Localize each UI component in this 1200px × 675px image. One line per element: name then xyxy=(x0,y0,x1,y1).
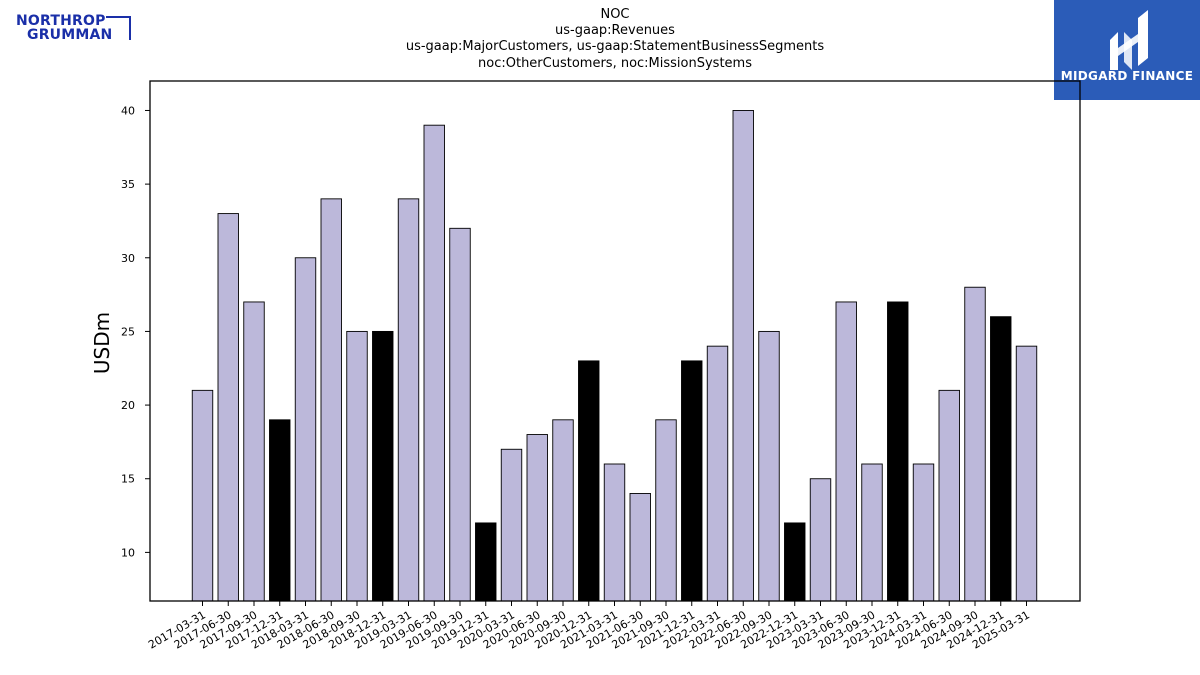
x-axis: 2017-03-312017-06-302017-09-302017-12-31… xyxy=(146,601,1032,652)
bar-2020-09-30 xyxy=(552,419,574,602)
bar-2025-03-31 xyxy=(1015,345,1038,602)
chart-title: NOC us-gaap:Revenues us-gaap:MajorCustom… xyxy=(315,7,915,72)
bar-2023-06-30 xyxy=(835,301,857,602)
y-tick-label: 25 xyxy=(121,325,135,338)
logo-left-rule-horizontal xyxy=(106,16,130,18)
bar-2024-09-30 xyxy=(964,286,986,602)
logo-left-line2: GRUMMAN xyxy=(27,27,113,43)
y-tick-label: 10 xyxy=(121,546,135,559)
y-tick-label: 40 xyxy=(121,104,135,117)
bar-2020-12-31 xyxy=(578,360,600,602)
bar-2019-09-30 xyxy=(449,227,471,602)
logo-left-rule-vertical xyxy=(129,16,131,40)
bar-2023-09-30 xyxy=(861,463,883,602)
bar-2022-03-31 xyxy=(706,345,729,602)
bar-2017-03-31 xyxy=(191,389,214,602)
y-tick-label: 20 xyxy=(121,399,135,412)
bar-2019-06-30 xyxy=(423,124,445,602)
midgard-emblem-icon xyxy=(1110,10,1148,70)
bar-group xyxy=(191,110,1038,602)
chart-title-line-3: us-gaap:MajorCustomers, us-gaap:Statemen… xyxy=(405,39,825,55)
bar-2017-12-31 xyxy=(269,419,291,602)
bar-2024-03-31 xyxy=(912,463,935,602)
bar-2017-09-30 xyxy=(243,301,265,602)
bar-2019-03-31 xyxy=(397,198,420,602)
logo-right-text: MIDGARD FINANCE xyxy=(1060,69,1194,83)
plot-frame xyxy=(149,80,1081,602)
bar-2021-03-31 xyxy=(603,463,626,602)
bar-2018-06-30 xyxy=(320,198,342,602)
bar-2018-09-30 xyxy=(346,330,368,602)
bar-2019-12-31 xyxy=(475,522,497,602)
y-axis: 10 15 20 25 30 35 40 xyxy=(121,104,150,559)
chart-title-line-1: NOC xyxy=(600,7,630,22)
bar-2024-12-31 xyxy=(990,316,1012,602)
bar-2020-03-31 xyxy=(500,448,523,602)
y-axis-label: USDm xyxy=(90,312,114,374)
bar-2022-12-31 xyxy=(784,522,806,602)
bar-2017-06-30 xyxy=(217,213,239,602)
bar-2021-06-30 xyxy=(629,493,651,602)
bar-2022-06-30 xyxy=(732,110,754,602)
logo-left-line1: NORTHROP xyxy=(16,13,106,29)
northrop-grumman-logo: NORTHROP GRUMMAN xyxy=(14,12,134,44)
bar-2020-06-30 xyxy=(526,434,548,602)
bar-2023-03-31 xyxy=(809,478,832,602)
chart-title-line-4: noc:OtherCustomers, noc:MissionSystems xyxy=(478,55,752,71)
bar-2018-12-31 xyxy=(372,330,394,602)
midgard-finance-logo: MIDGARD FINANCE xyxy=(1054,0,1200,100)
bar-2021-12-31 xyxy=(681,360,703,602)
y-tick-label: 15 xyxy=(121,473,135,486)
y-tick-label: 35 xyxy=(121,178,135,191)
bar-2023-12-31 xyxy=(887,301,909,602)
bar-2022-09-30 xyxy=(758,330,780,602)
bar-2021-09-30 xyxy=(655,419,677,602)
chart-title-line-2: us-gaap:Revenues xyxy=(555,23,675,39)
bar-2018-03-31 xyxy=(294,257,317,602)
bar-2024-06-30 xyxy=(938,389,960,602)
y-tick-label: 30 xyxy=(121,252,135,265)
